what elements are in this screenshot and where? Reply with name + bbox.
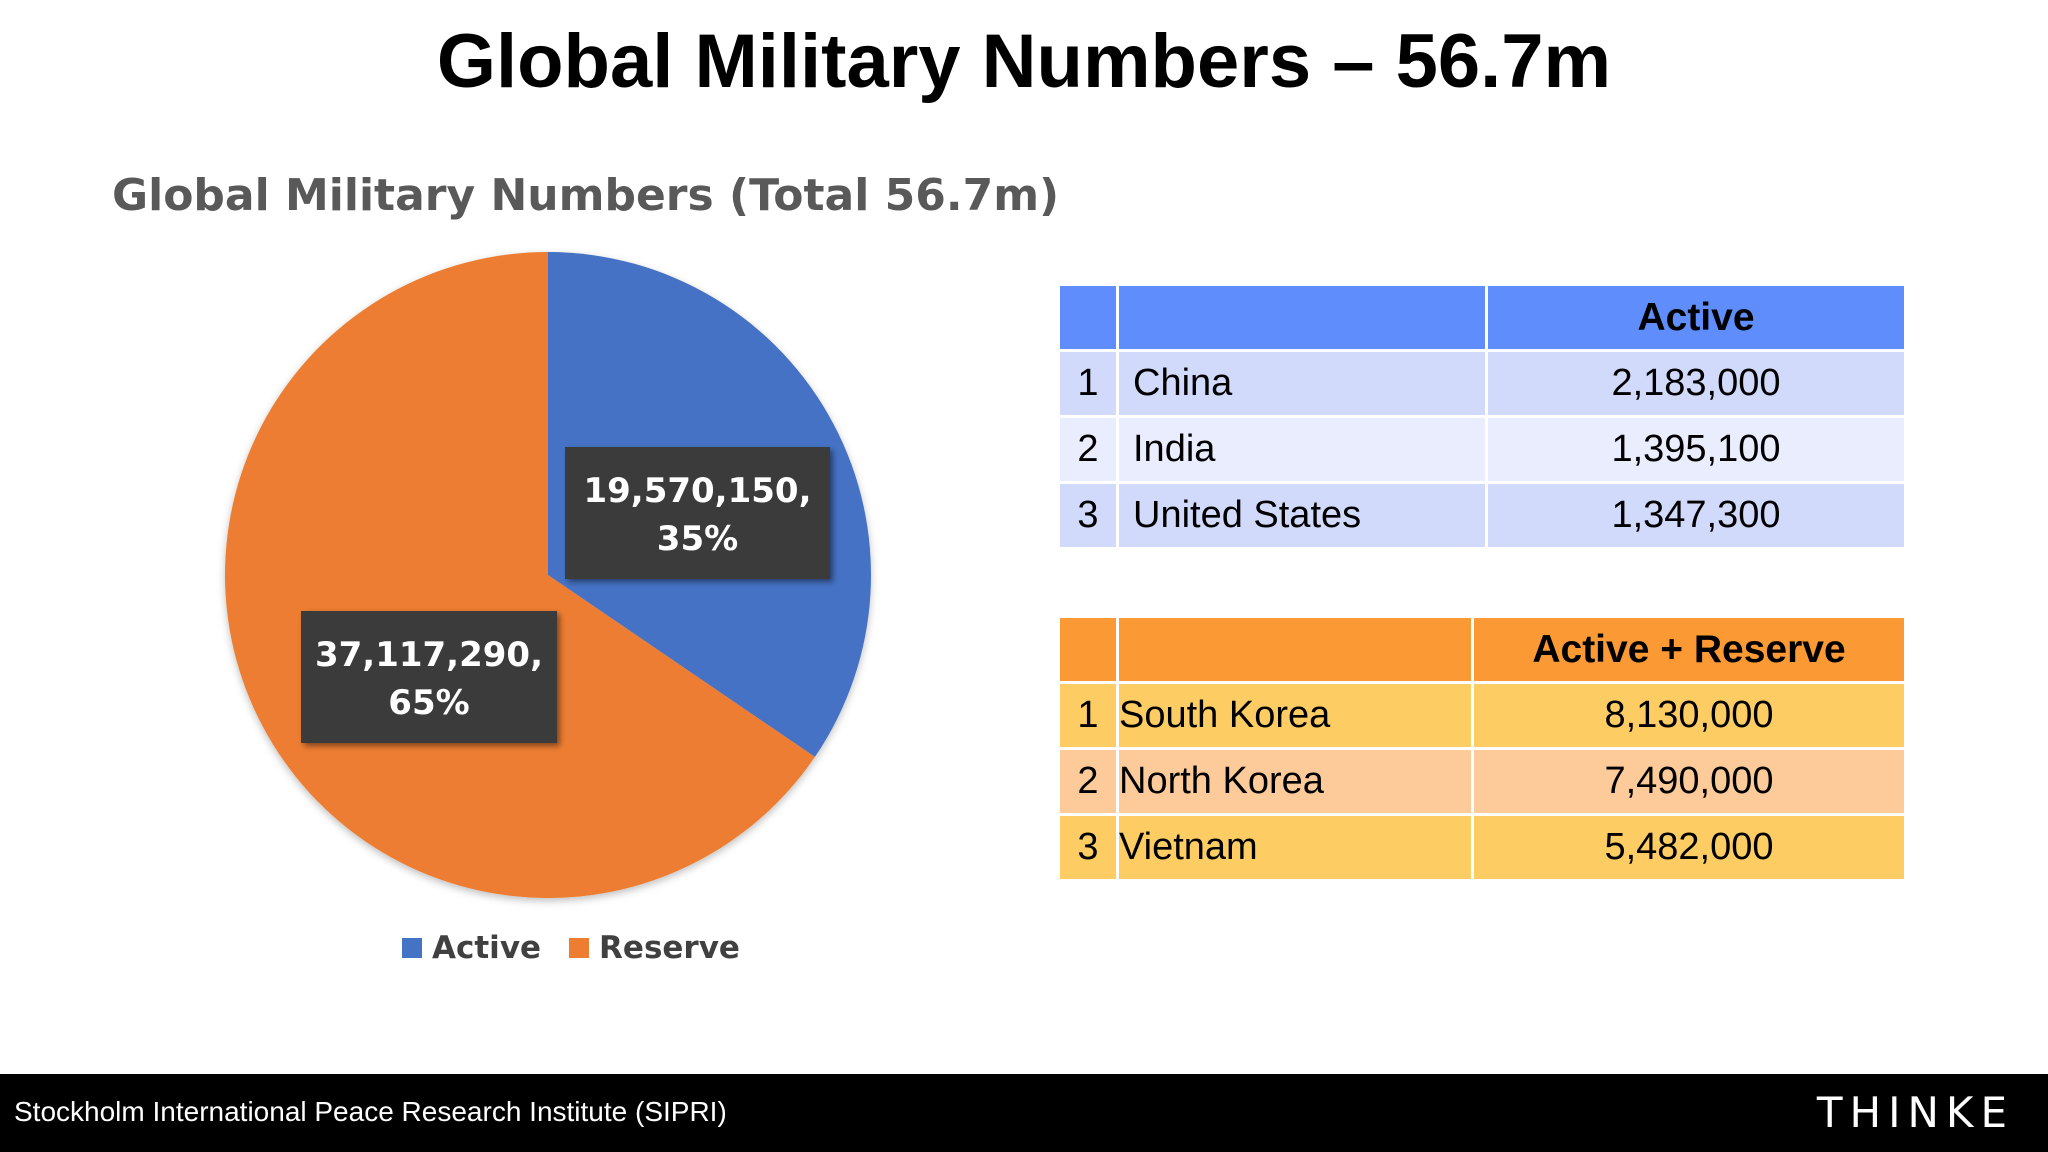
- value-cell: 1,395,100: [1488, 418, 1904, 484]
- country-cell: United States: [1119, 484, 1488, 550]
- header-active: Active: [1488, 286, 1904, 352]
- legend-label-active: Active: [432, 930, 542, 966]
- header-rank-cell: [1060, 618, 1119, 684]
- country-cell: Vietnam: [1119, 816, 1474, 882]
- rank-cell: 3: [1060, 484, 1119, 550]
- data-label-text: 19,570,150,: [583, 471, 811, 511]
- value-cell: 2,183,000: [1488, 352, 1904, 418]
- data-label-text: 35%: [657, 519, 738, 559]
- value-cell: 1,347,300: [1488, 484, 1904, 550]
- footer-bar: Stockholm International Peace Research I…: [0, 1074, 2048, 1152]
- header-rank-cell: [1060, 286, 1119, 352]
- data-label-text: 65%: [388, 683, 469, 723]
- slide-title: Global Military Numbers – 56.7m: [436, 19, 1612, 104]
- rank-cell: 2: [1060, 418, 1119, 484]
- table-row: 2 North Korea 7,490,000: [1060, 750, 1904, 816]
- pie-chart: 19,570,150, 35% 37,117,290, 65%: [224, 252, 871, 899]
- rank-cell: 1: [1060, 684, 1119, 750]
- table-header-row: Active + Reserve: [1060, 618, 1904, 684]
- data-label-active: 19,570,150, 35%: [565, 447, 830, 579]
- value-cell: 5,482,000: [1474, 816, 1904, 882]
- data-label-box: [301, 611, 557, 743]
- data-label-text: 37,117,290,: [315, 635, 543, 675]
- rank-cell: 1: [1060, 352, 1119, 418]
- legend-swatch-reserve: [569, 938, 590, 958]
- data-label-reserve: 37,117,290, 65%: [301, 611, 557, 743]
- country-cell: South Korea: [1119, 684, 1474, 750]
- rank-cell: 3: [1060, 816, 1119, 882]
- legend-label-reserve: Reserve: [599, 930, 740, 966]
- chart-legend: Active Reserve: [402, 930, 740, 966]
- table-row: 1 China 2,183,000: [1060, 352, 1904, 418]
- value-cell: 8,130,000: [1474, 684, 1904, 750]
- header-country-cell: [1119, 618, 1474, 684]
- active-reserve-ranking-table: Active + Reserve 1 South Korea 8,130,000…: [1060, 618, 1904, 882]
- chart-title: Global Military Numbers (Total 56.7m): [112, 170, 1060, 221]
- table-header-row: Active: [1060, 286, 1904, 352]
- rank-cell: 2: [1060, 750, 1119, 816]
- country-cell: China: [1119, 352, 1488, 418]
- active-ranking-table: Active 1 China 2,183,000 2 India 1,395,1…: [1060, 286, 1904, 550]
- table-row: 3 Vietnam 5,482,000: [1060, 816, 1904, 882]
- table-row: 2 India 1,395,100: [1060, 418, 1904, 484]
- table-row: 3 United States 1,347,300: [1060, 484, 1904, 550]
- header-active-reserve: Active + Reserve: [1474, 618, 1904, 684]
- legend-swatch-active: [402, 938, 422, 958]
- brand-logo: THINKE: [1816, 1088, 2014, 1137]
- legend-item-reserve: Reserve: [569, 930, 740, 966]
- data-label-box: [565, 447, 830, 579]
- legend-item-active: Active: [402, 930, 541, 966]
- country-cell: North Korea: [1119, 750, 1474, 816]
- table-row: 1 South Korea 8,130,000: [1060, 684, 1904, 750]
- country-cell: India: [1119, 418, 1488, 484]
- value-cell: 7,490,000: [1474, 750, 1904, 816]
- header-country-cell: [1119, 286, 1488, 352]
- source-citation: Stockholm International Peace Research I…: [14, 1096, 727, 1127]
